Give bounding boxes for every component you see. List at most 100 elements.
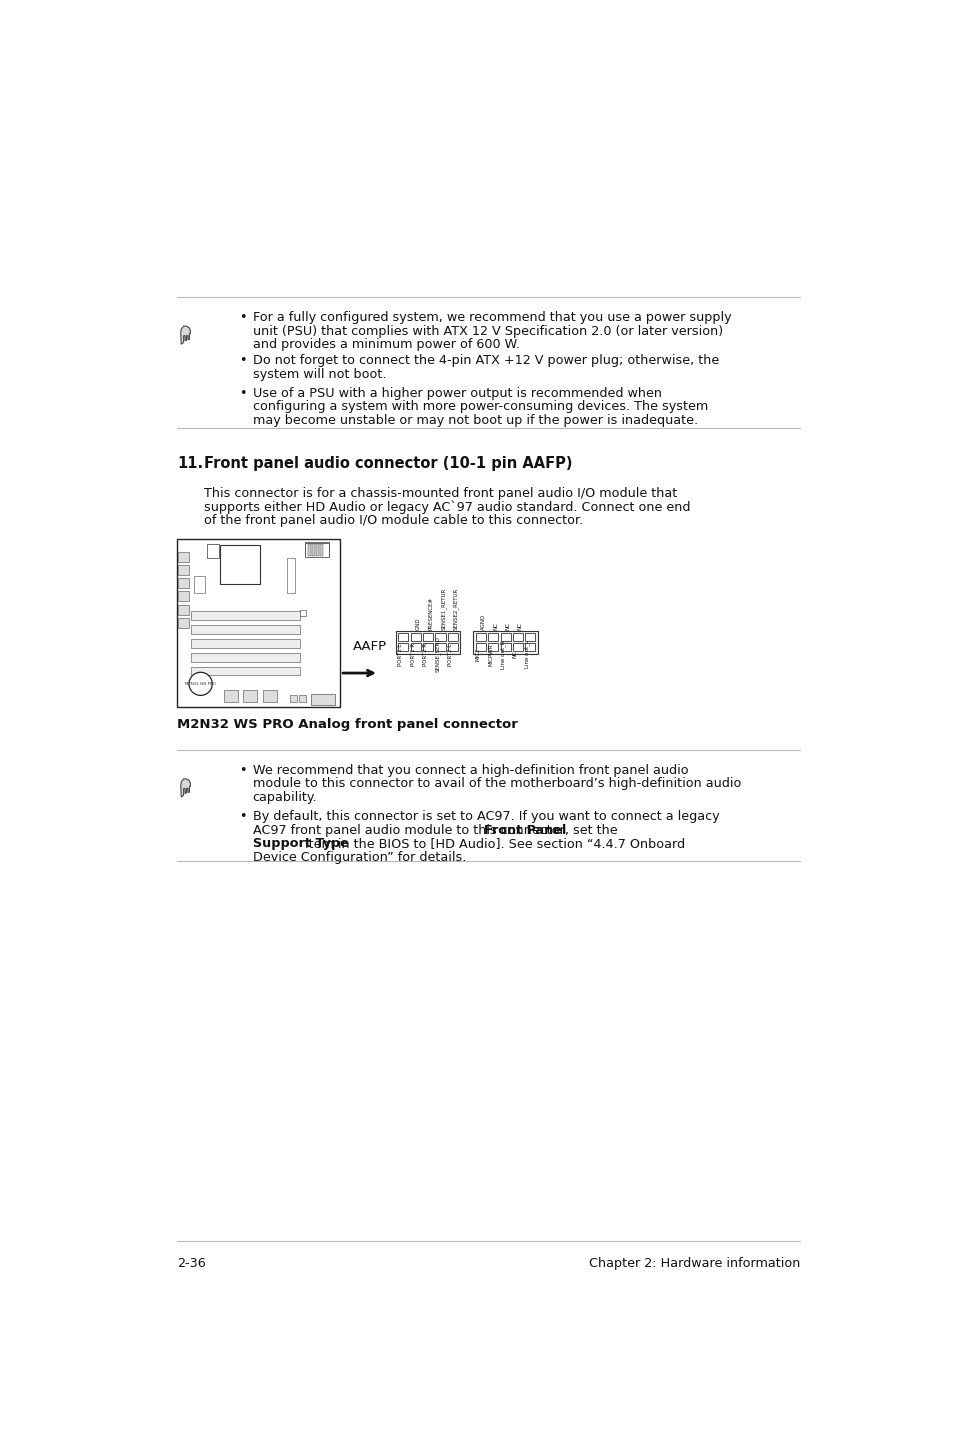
Text: GND: GND [416,617,420,630]
Text: We recommend that you connect a high-definition front panel audio: We recommend that you connect a high-def… [253,764,687,777]
Bar [178,604,189,614]
Text: Front panel audio connector (10-1 pin AAFP): Front panel audio connector (10-1 pin AA… [204,456,573,470]
Text: M2N32 WS PRO Analog front panel connector: M2N32 WS PRO Analog front panel connecto… [177,718,517,731]
Bar [435,643,445,651]
Text: •: • [239,810,247,823]
Text: NC: NC [505,623,510,630]
Bar [178,565,189,575]
Text: Do not forget to connect the 4-pin ATX +12 V power plug; otherwise, the: Do not forget to connect the 4-pin ATX +… [253,354,718,367]
Text: AAFP: AAFP [352,640,386,653]
Bar [305,542,328,557]
Text: MICPWR: MICPWR [488,643,493,666]
Text: MIC2: MIC2 [476,647,480,661]
Bar [422,643,433,651]
Text: AGND: AGND [480,614,485,630]
Text: unit (PSU) that complies with ATX 12 V Specification 2.0 (or later version): unit (PSU) that complies with ATX 12 V S… [253,325,722,338]
Bar [178,578,189,588]
Text: system will not boot.: system will not boot. [253,368,386,381]
Bar [192,626,299,634]
Text: PORT2 R: PORT2 R [422,643,428,666]
Bar [488,633,497,641]
Bar [525,633,535,641]
Bar [397,643,408,651]
Text: Use of a PSU with a higher power output is recommended when: Use of a PSU with a higher power output … [253,387,660,400]
Bar [243,690,257,702]
Bar [397,633,408,641]
Circle shape [189,673,212,696]
Text: capability.: capability. [253,791,316,804]
Bar [488,643,497,651]
Bar [513,643,522,651]
Text: By default, this connector is set to AC97. If you want to connect a legacy: By default, this connector is set to AC9… [253,810,719,823]
Text: and provides a minimum power of 600 W.: and provides a minimum power of 600 W. [253,338,518,351]
Bar [395,631,459,654]
Polygon shape [180,326,191,344]
Bar [192,611,299,620]
Bar [307,544,311,557]
Bar [422,633,433,641]
Text: 11.: 11. [177,456,203,470]
Bar [476,643,485,651]
Text: •: • [239,354,247,367]
Bar [224,690,237,702]
Bar [435,633,445,641]
Text: PORT2 L: PORT2 L [447,643,453,666]
Bar [447,643,457,651]
Bar [525,643,535,651]
Text: may become unstable or may not boot up if the power is inadequate.: may become unstable or may not boot up i… [253,414,697,427]
Text: This connector is for a chassis-mounted front panel audio I/O module that: This connector is for a chassis-mounted … [204,486,677,500]
Text: configuring a system with more power-consuming devices. The system: configuring a system with more power-con… [253,400,707,413]
Text: PORT1 L: PORT1 L [397,643,403,666]
Bar [305,544,328,557]
Text: NC: NC [513,650,517,659]
Bar [177,539,340,707]
Text: •: • [239,387,247,400]
Text: Chapter 2: Hardware information: Chapter 2: Hardware information [589,1257,800,1270]
Bar [192,638,299,647]
Bar [194,577,205,592]
Bar [298,695,306,702]
Text: of the front panel audio I/O module cable to this connector.: of the front panel audio I/O module cabl… [204,513,583,526]
Bar [410,633,420,641]
Bar [220,545,260,584]
Bar [178,617,189,627]
Bar [299,610,306,615]
Text: item in the BIOS to [HD Audio]. See section “4.4.7 Onboard: item in the BIOS to [HD Audio]. See sect… [301,837,685,850]
Text: AC97 front panel audio module to this connector, set the: AC97 front panel audio module to this co… [253,824,620,837]
Bar [410,643,420,651]
Text: PORT1 R: PORT1 R [410,643,416,666]
Bar [287,558,294,592]
Bar [192,667,299,676]
Text: Front Panel: Front Panel [484,824,566,837]
Text: Device Configuration” for details.: Device Configuration” for details. [253,850,465,864]
Text: supports either HD Audio or legacy AC`97 audio standard. Connect one end: supports either HD Audio or legacy AC`97… [204,500,690,513]
Text: SENSE1_RETUR: SENSE1_RETUR [440,588,446,630]
Bar [192,653,299,661]
Text: module to this connector to avail of the motherboard’s high-definition audio: module to this connector to avail of the… [253,778,740,791]
Bar [447,633,457,641]
Bar [311,695,335,705]
Bar [262,690,276,702]
Bar [207,545,219,558]
Bar [312,544,314,557]
Text: SENSE_SEND: SENSE_SEND [435,637,440,673]
Bar [500,643,510,651]
Text: Line out_L: Line out_L [524,640,530,669]
Text: PRESENCE#: PRESENCE# [428,597,433,630]
Polygon shape [180,779,191,797]
Text: •: • [239,764,247,777]
Text: NC: NC [517,623,522,630]
Bar [178,552,189,562]
Bar [290,695,296,702]
Bar [473,631,537,654]
Text: 2-36: 2-36 [177,1257,206,1270]
Text: For a fully configured system, we recommend that you use a power supply: For a fully configured system, we recomm… [253,311,730,324]
Text: SENSE2_RETUR: SENSE2_RETUR [453,588,458,630]
Bar [476,633,485,641]
Text: Support Type: Support Type [253,837,348,850]
Text: Line out_R: Line out_R [499,640,505,669]
Bar [513,633,522,641]
Text: M2N32 WS PRO: M2N32 WS PRO [185,682,215,686]
Bar [320,544,323,557]
Bar [178,591,189,601]
